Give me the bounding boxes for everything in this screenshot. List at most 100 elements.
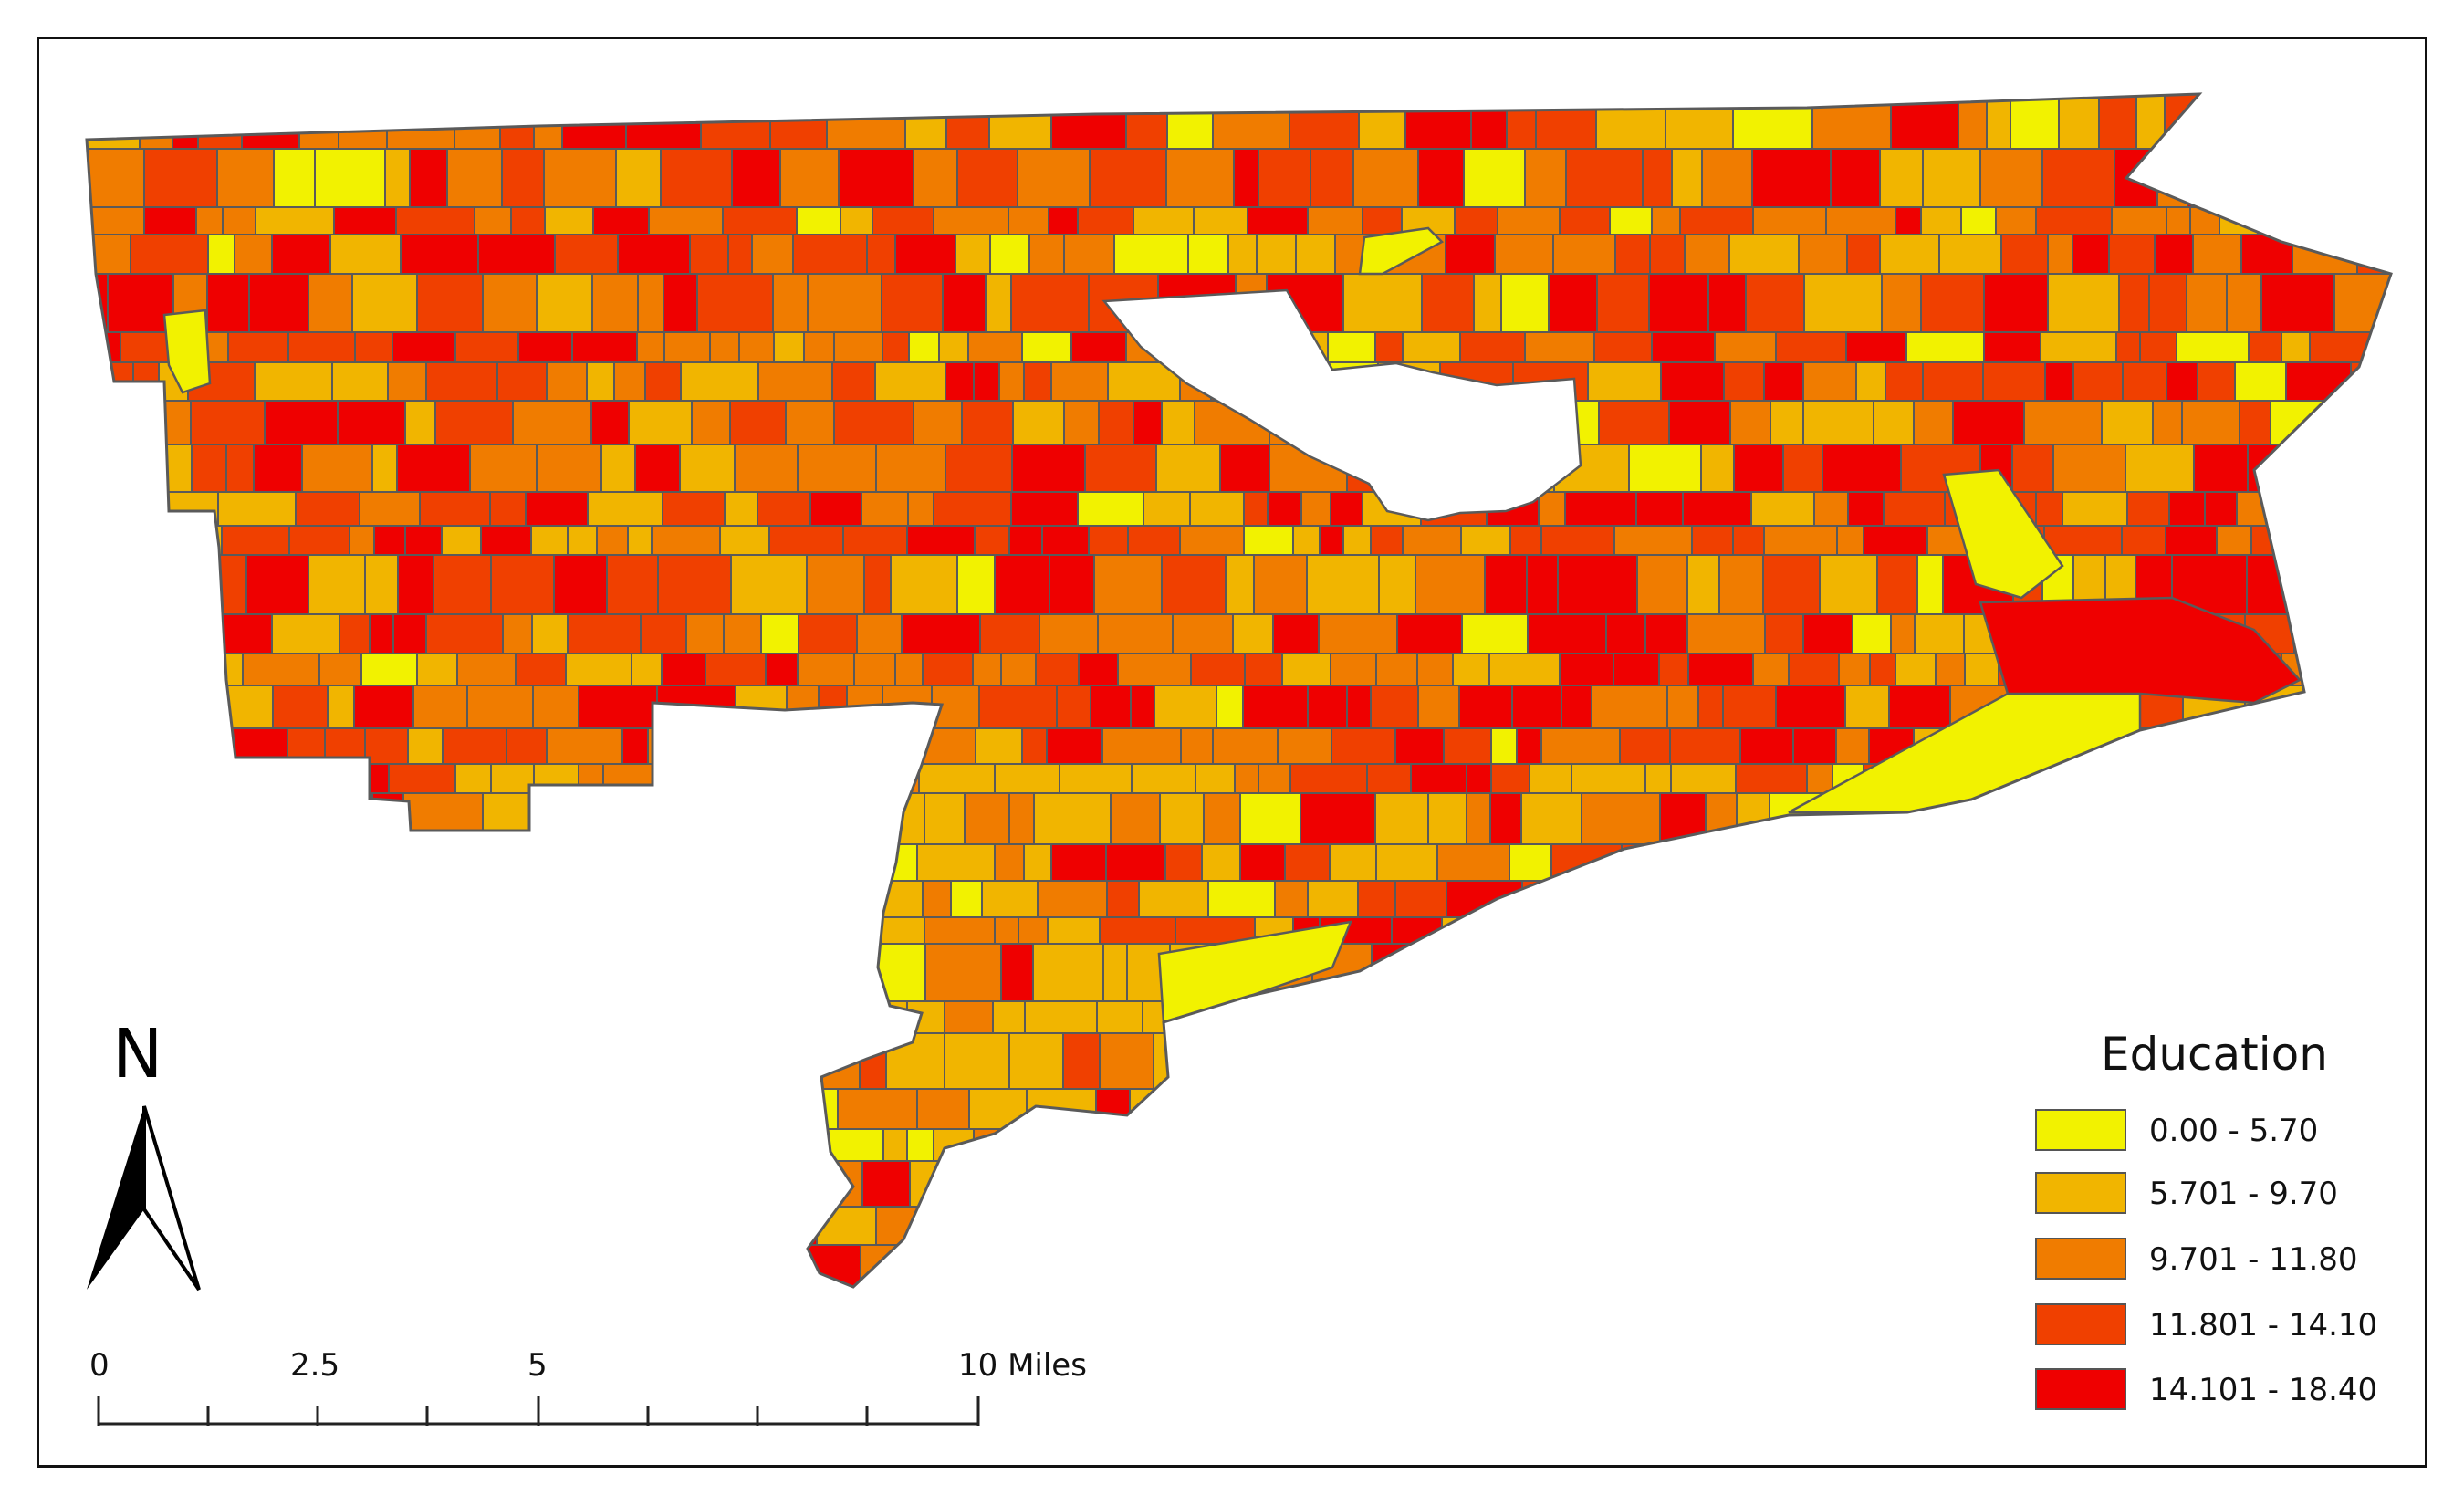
tract-cell — [676, 880, 743, 918]
tract-cell — [1195, 763, 1236, 794]
tract-cell — [1103, 1206, 1147, 1246]
tract-cell — [1497, 206, 1561, 235]
tract-cell — [882, 1128, 908, 1162]
tract-cell — [454, 916, 489, 945]
tract-cell — [2033, 792, 2088, 845]
tract-cell — [1538, 491, 1566, 527]
tract-cell — [2356, 613, 2391, 654]
tract-cell — [2098, 94, 2137, 150]
tract-cell — [741, 880, 770, 918]
tract-cell — [2203, 880, 2247, 918]
tract-cell — [1614, 234, 1651, 275]
tract-cell — [1538, 1000, 1563, 1034]
tract-cell — [1394, 880, 1447, 918]
tract-cell — [2309, 331, 2379, 363]
tract-cell — [1093, 554, 1163, 615]
tract-cell — [1910, 916, 1987, 945]
tract-cell — [1138, 880, 1209, 918]
tract-cell — [1458, 685, 1513, 729]
tract-cell — [606, 554, 659, 615]
tract-cell — [988, 94, 1052, 150]
tract-cell — [1212, 94, 1290, 150]
tract-cell — [894, 653, 924, 686]
tract-cell — [1444, 1244, 1488, 1287]
tract-cell — [2114, 148, 2158, 208]
tract-cell — [1700, 843, 1745, 882]
tract-cell — [1879, 234, 1940, 275]
tract-cell — [1847, 491, 1885, 527]
tract-cell — [1636, 554, 1688, 615]
tract-cell — [531, 613, 569, 654]
tract-cell — [530, 1206, 583, 1246]
tract-cell — [1309, 1032, 1342, 1090]
tract-cell — [1154, 685, 1217, 729]
tract-cell — [2186, 943, 2254, 1002]
tract-cell — [348, 1160, 402, 1208]
tract-cell — [308, 273, 353, 333]
tract-cell — [1752, 653, 1790, 686]
tract-cell — [1374, 331, 1404, 363]
tract-cell — [2166, 206, 2191, 235]
tract-cell — [219, 880, 257, 918]
tract-cell — [1008, 206, 1049, 235]
tract-cell — [369, 613, 394, 654]
tract-cell — [596, 525, 629, 556]
tract-cell — [924, 943, 1002, 1002]
tract-cell — [956, 148, 1018, 208]
tract-cell — [112, 613, 178, 654]
tract-cell — [1105, 843, 1166, 882]
tract-cell — [1496, 1160, 1574, 1208]
tract-cell — [1012, 400, 1065, 445]
tract-cell — [2035, 206, 2113, 235]
tract-cell — [1822, 444, 1902, 493]
map-frame — [37, 37, 2427, 1468]
tract-cell — [2240, 94, 2268, 150]
tract-cell — [2152, 400, 2183, 445]
tract-cell — [466, 685, 534, 729]
tract-cell — [1909, 1088, 1937, 1130]
tract-cell — [918, 763, 996, 794]
tract-cell — [644, 361, 682, 402]
tract-cell — [1757, 1000, 1806, 1034]
tract-cell — [584, 943, 632, 1002]
tract-cell — [1888, 685, 1951, 729]
tract-cell — [338, 1244, 411, 1287]
tract-cell — [566, 1000, 627, 1034]
tract-cell — [1145, 1206, 1199, 1246]
tract-cell — [2101, 400, 2154, 445]
tract-cell — [222, 206, 256, 235]
tract-cell — [1752, 206, 1827, 235]
tract-cell — [1127, 525, 1181, 556]
tract-cell — [842, 525, 908, 556]
tract-cell — [254, 1088, 321, 1130]
tract-cell — [1699, 1160, 1762, 1208]
tract-cell — [2023, 400, 2103, 445]
tract-cell — [722, 1244, 799, 1287]
tract-cell — [1272, 1244, 1349, 1287]
tract-cell — [1956, 880, 1999, 918]
tract-cell — [1504, 943, 1538, 1002]
tract-cell — [631, 843, 695, 882]
tract-cell — [2236, 491, 2302, 527]
tract-cell — [1850, 1206, 1912, 1246]
tract-cell — [906, 1128, 934, 1162]
tract-cell — [1511, 685, 1562, 729]
tract-cell — [833, 400, 914, 445]
tract-cell — [2040, 331, 2117, 363]
tract-cell — [1340, 1032, 1391, 1090]
tract-cell — [1565, 148, 1644, 208]
tract-cell — [1357, 880, 1396, 918]
tract-cell — [2126, 491, 2170, 527]
tract-cell — [680, 361, 759, 402]
tract-cell — [1596, 273, 1650, 333]
tract-cell — [496, 361, 548, 402]
excluded-areas — [1101, 288, 1582, 522]
tract-cell — [1307, 206, 1363, 235]
tract-cell — [1922, 361, 1984, 402]
tract-cell — [621, 727, 649, 765]
tract-cell — [1089, 148, 1167, 208]
tract-cell — [1133, 400, 1163, 445]
tract-cell — [1410, 943, 1462, 1002]
tract-cell — [782, 843, 814, 882]
tract-cell — [1466, 792, 1491, 845]
